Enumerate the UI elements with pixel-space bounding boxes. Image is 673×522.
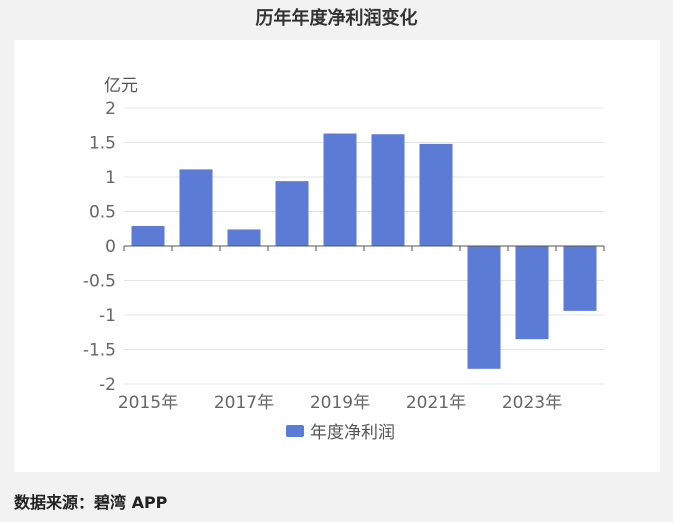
bar-2023年[interactable] — [515, 246, 549, 340]
bar-2020年[interactable] — [371, 134, 405, 246]
chart-panel — [14, 40, 660, 472]
y-tick-label: -2 — [99, 375, 116, 395]
x-tick-label: 2017年 — [214, 393, 274, 413]
chart-title: 历年年度净利润变化 — [255, 8, 418, 29]
y-tick-label: -1.5 — [83, 341, 116, 361]
x-tick-label: 2023年 — [502, 393, 562, 413]
y-tick-label: 1.5 — [89, 134, 116, 154]
x-tick-label: 2019年 — [310, 393, 370, 413]
bar-2018年[interactable] — [275, 181, 309, 246]
y-axis-unit: 亿元 — [104, 76, 138, 96]
x-tick-label: 2021年 — [406, 393, 466, 413]
bar-2024年[interactable] — [563, 246, 597, 311]
bar-2016年[interactable] — [179, 169, 213, 246]
bar-2022年[interactable] — [467, 246, 501, 369]
bars — [131, 133, 597, 369]
grid-lines — [124, 107, 604, 385]
y-tick-label: 2 — [105, 99, 116, 119]
y-tick-label: 1 — [105, 168, 116, 188]
x-tick-label: 2015年 — [118, 393, 178, 413]
bar-2017年[interactable] — [227, 229, 261, 246]
bar-2015年[interactable] — [131, 225, 165, 246]
y-tick-label: 0.5 — [89, 203, 116, 223]
bar-2019年[interactable] — [323, 133, 357, 246]
legend[interactable]: 年度净利润 — [286, 423, 395, 443]
y-tick-label: 0 — [105, 237, 116, 257]
legend-swatch — [286, 425, 304, 437]
data-source: 数据来源：碧湾 APP — [14, 493, 168, 512]
y-tick-label: -1 — [99, 306, 116, 326]
legend-label: 年度净利润 — [310, 423, 395, 443]
bar-2021年[interactable] — [419, 143, 453, 246]
y-tick-label: -0.5 — [83, 272, 116, 292]
